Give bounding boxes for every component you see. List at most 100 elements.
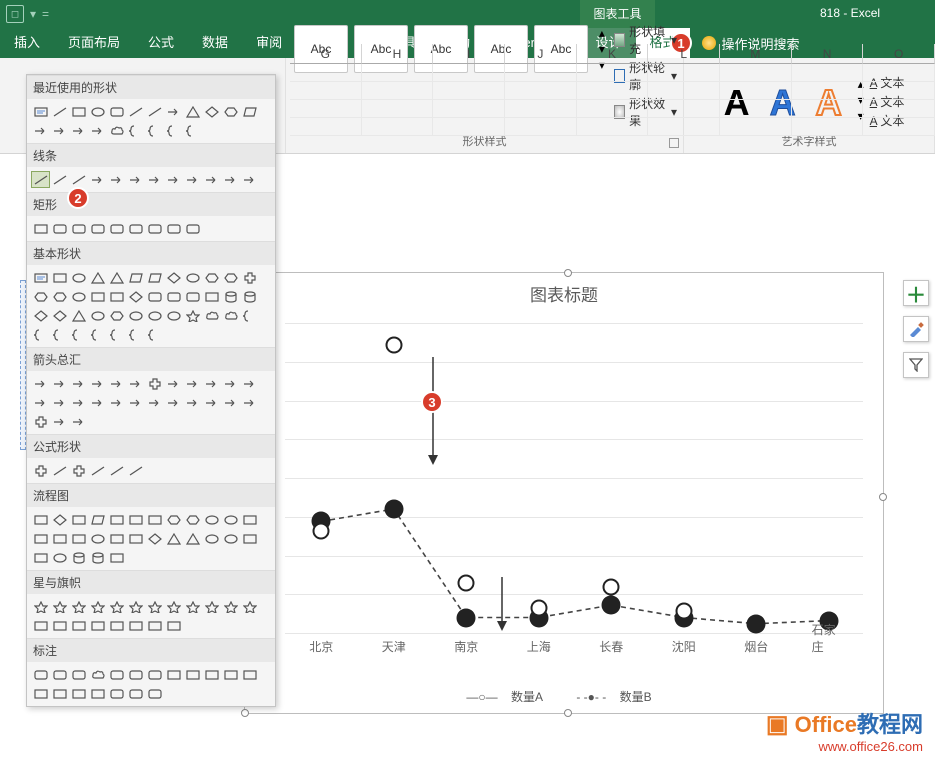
shape-arrow-icon[interactable] xyxy=(88,122,107,139)
shape-brace-icon[interactable] xyxy=(240,307,259,324)
shape-rect-icon[interactable] xyxy=(202,666,221,683)
shape-para-icon[interactable] xyxy=(88,511,107,528)
shape-rrect-icon[interactable] xyxy=(107,685,126,702)
shape-cyl-icon[interactable] xyxy=(88,549,107,566)
shape-rect-icon[interactable] xyxy=(69,685,88,702)
resize-handle[interactable] xyxy=(879,493,887,501)
shape-line-icon[interactable] xyxy=(126,462,145,479)
shape-plus-icon[interactable] xyxy=(31,413,50,430)
shape-rrect-icon[interactable] xyxy=(145,220,164,237)
resize-handle[interactable] xyxy=(564,269,572,277)
shape-arrow-icon[interactable] xyxy=(88,171,107,188)
shape-rrect-icon[interactable] xyxy=(145,685,164,702)
shape-line-icon[interactable] xyxy=(145,103,164,120)
shape-rect-icon[interactable] xyxy=(240,511,259,528)
column-header[interactable]: I xyxy=(433,44,505,64)
shape-rect-icon[interactable] xyxy=(31,220,50,237)
shape-line-icon[interactable] xyxy=(88,462,107,479)
shape-brace-icon[interactable] xyxy=(69,326,88,343)
shape-oval-icon[interactable] xyxy=(69,288,88,305)
shape-oval-icon[interactable] xyxy=(183,269,202,286)
shape-brace-icon[interactable] xyxy=(50,326,69,343)
column-header[interactable]: J xyxy=(505,44,577,64)
shape-arrow-icon[interactable] xyxy=(221,171,240,188)
shape-arrow-icon[interactable] xyxy=(183,394,202,411)
shape-tri-icon[interactable] xyxy=(88,269,107,286)
shape-brace-icon[interactable] xyxy=(145,326,164,343)
shape-oval-icon[interactable] xyxy=(88,307,107,324)
shape-arrow-icon[interactable] xyxy=(240,171,259,188)
shape-para-icon[interactable] xyxy=(240,103,259,120)
shape-line-icon[interactable] xyxy=(107,462,126,479)
shape-arrow-icon[interactable] xyxy=(240,375,259,392)
shape-arrow-icon[interactable] xyxy=(69,413,88,430)
shape-oval-icon[interactable] xyxy=(88,103,107,120)
shape-rect-icon[interactable] xyxy=(145,617,164,634)
shape-arrow-icon[interactable] xyxy=(164,394,183,411)
shape-star-icon[interactable] xyxy=(145,598,164,615)
shape-rrect-icon[interactable] xyxy=(31,666,50,683)
shape-diam-icon[interactable] xyxy=(50,511,69,528)
shape-line-icon[interactable] xyxy=(50,171,69,188)
shape-plus-icon[interactable] xyxy=(240,269,259,286)
chevron-up-icon[interactable]: ▴ xyxy=(599,26,605,40)
shape-rrect-icon[interactable] xyxy=(107,666,126,683)
shape-arrow-icon[interactable] xyxy=(50,413,69,430)
shape-para-icon[interactable] xyxy=(126,269,145,286)
shape-arrow-icon[interactable] xyxy=(240,394,259,411)
shape-rect-icon[interactable] xyxy=(50,617,69,634)
shape-oval-icon[interactable] xyxy=(202,530,221,547)
shape-rrect-icon[interactable] xyxy=(183,288,202,305)
shape-rect-icon[interactable] xyxy=(126,617,145,634)
shape-rrect-icon[interactable] xyxy=(183,220,202,237)
shape-rrect-icon[interactable] xyxy=(126,666,145,683)
shape-rrect-icon[interactable] xyxy=(164,220,183,237)
column-header[interactable]: M xyxy=(720,44,792,64)
data-point-seriesA[interactable] xyxy=(458,575,475,592)
shape-rrect-icon[interactable] xyxy=(107,103,126,120)
data-point-seriesA[interactable] xyxy=(385,336,402,353)
shape-rect-icon[interactable] xyxy=(31,617,50,634)
shape-diam-icon[interactable] xyxy=(126,288,145,305)
shape-arrow-icon[interactable] xyxy=(31,375,50,392)
shape-diam-icon[interactable] xyxy=(50,307,69,324)
shape-plus-icon[interactable] xyxy=(69,462,88,479)
shape-star-icon[interactable] xyxy=(240,598,259,615)
column-header[interactable]: N xyxy=(792,44,864,64)
shape-arrow-icon[interactable] xyxy=(126,394,145,411)
data-point-seriesA[interactable] xyxy=(675,603,692,620)
data-point-seriesA[interactable] xyxy=(603,578,620,595)
shape-rrect-icon[interactable] xyxy=(69,220,88,237)
shape-oval-icon[interactable] xyxy=(164,307,183,324)
shape-tri-icon[interactable] xyxy=(183,103,202,120)
shape-star-icon[interactable] xyxy=(164,598,183,615)
shape-arrow-icon[interactable] xyxy=(164,375,183,392)
legend-series-b[interactable]: - -●- - 数量B xyxy=(576,690,661,704)
shape-arrow-icon[interactable] xyxy=(145,171,164,188)
shape-brace-icon[interactable] xyxy=(88,326,107,343)
shape-rect-icon[interactable] xyxy=(31,511,50,528)
shape-rect-icon[interactable] xyxy=(88,617,107,634)
shape-rect-icon[interactable] xyxy=(69,103,88,120)
shape-rect-icon[interactable] xyxy=(31,685,50,702)
shape-rect-icon[interactable] xyxy=(183,666,202,683)
shape-text-icon[interactable] xyxy=(31,269,50,286)
shape-arrow-icon[interactable] xyxy=(31,122,50,139)
shape-rrect-icon[interactable] xyxy=(145,288,164,305)
shape-rect-icon[interactable] xyxy=(88,685,107,702)
shape-diam-icon[interactable] xyxy=(202,103,221,120)
shape-brace-icon[interactable] xyxy=(31,326,50,343)
shape-star-icon[interactable] xyxy=(202,598,221,615)
shape-line-icon[interactable] xyxy=(50,103,69,120)
shape-arrow-icon[interactable] xyxy=(88,375,107,392)
shape-text-icon[interactable] xyxy=(31,103,50,120)
column-header[interactable]: H xyxy=(362,44,434,64)
chart-filter-button[interactable] xyxy=(903,352,929,378)
shape-cyl-icon[interactable] xyxy=(221,288,240,305)
shape-star-icon[interactable] xyxy=(183,598,202,615)
shape-arrow-icon[interactable] xyxy=(50,375,69,392)
shape-hex-icon[interactable] xyxy=(31,288,50,305)
shape-rect-icon[interactable] xyxy=(107,549,126,566)
shape-star-icon[interactable] xyxy=(31,598,50,615)
chart-legend[interactable]: —○— 数量A - -●- - 数量B xyxy=(245,688,883,705)
